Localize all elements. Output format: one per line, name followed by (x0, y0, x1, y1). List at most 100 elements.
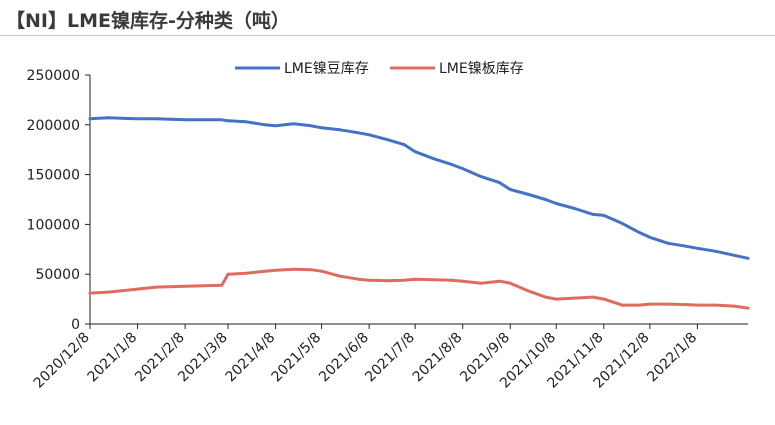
series-2-point (413, 277, 417, 281)
series-2-point (386, 279, 389, 283)
series-2-point (573, 296, 577, 300)
series-2-point (527, 289, 531, 293)
chart-title: 【NI】LME镍库存-分种类（吨） (6, 10, 290, 32)
series-1-point (320, 126, 323, 130)
series-2-point (88, 291, 92, 295)
series-1-point (154, 117, 158, 121)
series-2-point (245, 271, 248, 275)
header-divider (0, 35, 775, 36)
series-2-point (648, 302, 652, 306)
series-1-point (620, 222, 624, 225)
series-1-point (450, 163, 454, 167)
series-1-point (508, 188, 512, 191)
series-2-point (338, 274, 342, 278)
series-1-point (554, 202, 558, 205)
x-axis: 2020/12/82021/1/82021/2/82021/3/82021/4/… (31, 323, 748, 392)
series-1-point (637, 231, 641, 234)
series-1-point (226, 119, 230, 123)
series-1-point (413, 150, 417, 154)
series-1-point (714, 249, 718, 253)
x-tick-label: 2021/7/8 (362, 330, 418, 386)
series-2-point (498, 279, 501, 283)
x-tick-label: 2022/1/8 (644, 330, 700, 386)
series-2-point (746, 306, 750, 310)
series-1-point (136, 117, 139, 121)
series-2-point (309, 268, 313, 272)
y-tick-label: 150000 (27, 168, 80, 184)
series-1-point (292, 122, 296, 126)
series-2-point (602, 297, 606, 301)
series-1-point (357, 131, 360, 135)
series-2-point (666, 302, 670, 306)
series-1-point (746, 256, 750, 260)
series-1-point (432, 157, 435, 161)
series-1-point (309, 124, 313, 128)
series-2-point (107, 290, 110, 294)
series-2-point (357, 277, 360, 281)
series-2-point (714, 303, 718, 307)
x-tick-label: 2021/4/8 (223, 330, 279, 386)
series-2-point (403, 278, 406, 282)
series-2-point (220, 283, 224, 287)
series-1-point (696, 246, 699, 250)
series-1-point (367, 133, 371, 137)
series-1-point (648, 235, 652, 239)
series-1-point (338, 128, 342, 132)
series-1-point (107, 116, 110, 120)
series-2-point (637, 303, 641, 307)
series-1-point (544, 198, 547, 201)
x-tick-label: 2021/8/8 (410, 330, 466, 386)
series-2-point (183, 284, 187, 288)
series-1-point (479, 175, 483, 179)
y-tick-label: 100000 (27, 217, 80, 233)
series-1-point (183, 118, 187, 122)
series-2-point (479, 281, 483, 285)
series-layer (88, 116, 750, 310)
series-1-point (88, 117, 92, 121)
series-1-point (666, 241, 670, 245)
legend-label-1: LME镍豆库存 (284, 61, 369, 77)
x-tick-label: 2021/1/8 (85, 330, 141, 386)
series-2-point (202, 284, 205, 288)
y-tick-label: 50000 (35, 267, 80, 283)
series-2-point (508, 281, 512, 285)
y-tick-label: 250000 (27, 68, 80, 84)
series-2-point (685, 303, 688, 306)
series-2-point (274, 268, 277, 272)
series-2-point (432, 278, 435, 282)
series-2-point (226, 272, 230, 276)
series-1-point (461, 167, 465, 171)
series-1-point (220, 118, 224, 122)
series-1-point (403, 143, 406, 147)
series-1-point (602, 214, 606, 217)
series-1-point (245, 120, 248, 124)
series-2-point (620, 303, 624, 307)
series-2-point (591, 295, 595, 299)
series-2-point (450, 278, 454, 282)
series-1-point (591, 213, 595, 216)
series-2-point (292, 267, 296, 271)
series-1-point (527, 193, 531, 196)
series-2-point (136, 287, 139, 291)
y-tick-label: 200000 (27, 118, 80, 134)
series-1-point (573, 207, 577, 210)
series-1-point (685, 244, 688, 248)
series-1-point (386, 138, 389, 142)
series-2-point (367, 278, 371, 282)
series-line-2 (88, 267, 750, 310)
series-2-point (732, 304, 736, 308)
legend: LME镍豆库存 LME镍板库存 (235, 61, 524, 77)
series-1-point (274, 124, 277, 128)
series-2-point (154, 285, 158, 289)
series-2-point (544, 295, 547, 299)
series-2-point (263, 269, 267, 273)
series-2-point (696, 303, 699, 307)
series-2-point (554, 297, 558, 301)
legend-label-2: LME镍板库存 (439, 61, 524, 77)
x-tick-label: 2021/5/8 (269, 330, 325, 386)
y-tick-label: 0 (71, 317, 80, 333)
series-2-point (320, 269, 323, 273)
series-1-point (263, 123, 267, 127)
x-tick-label: 2021/6/8 (316, 330, 372, 386)
